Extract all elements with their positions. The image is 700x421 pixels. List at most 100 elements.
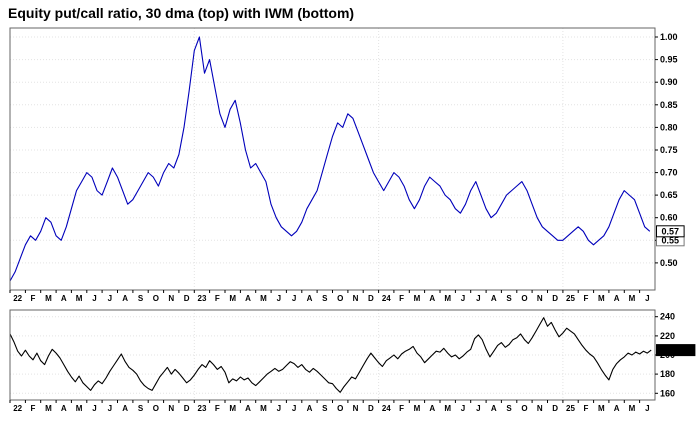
x-month-label: F: [399, 294, 404, 303]
x-month-label: M: [260, 294, 267, 303]
x-month-label: O: [337, 404, 343, 413]
y-tick-label: 180: [660, 369, 675, 379]
x-month-label: D: [184, 294, 190, 303]
putcall-chart-svg: 0.50 0.55 0.60 0.65 0.70 0.75 0.80 0.85 0.90 0.95…: [9, 27, 685, 303]
x-month-label: N: [353, 404, 359, 413]
x-month-label: N: [537, 294, 543, 303]
y-tick-label: 0.95: [660, 55, 678, 65]
x-month-label: D: [552, 404, 558, 413]
x-month-label: S: [138, 294, 144, 303]
x-month-label: M: [598, 294, 605, 303]
x-month-label: 23: [198, 404, 207, 413]
x-month-label: D: [368, 404, 374, 413]
x-axis: 22 F M A M J J A S O N D 23 F M A M J J A S O N D 24 F M A M J J A S O N D 2…: [9, 290, 650, 303]
x-month-label: A: [245, 294, 251, 303]
x-month-label: A: [61, 294, 67, 303]
x-month-label: O: [521, 294, 527, 303]
x-month-label: 22: [13, 404, 22, 413]
x-month-label: J: [92, 294, 96, 303]
iwm-chart: 16018020022024022FMAMJJASOND23FMAMJJASON…: [0, 308, 700, 420]
x-month-label: J: [277, 404, 281, 413]
x-month-label: M: [76, 404, 83, 413]
putcall-chart: 0.50 0.55 0.60 0.65 0.70 0.75 0.80 0.85 0.90 0.95…: [0, 24, 700, 308]
last-value-badge: 205.07: [656, 344, 696, 357]
x-month-label: J: [292, 294, 296, 303]
x-month-label: N: [353, 294, 359, 303]
x-month-label: S: [506, 294, 512, 303]
x-month-label: A: [614, 294, 620, 303]
gridlines: [10, 310, 655, 400]
x-month-label: S: [506, 404, 512, 413]
x-month-label: N: [537, 404, 543, 413]
iwm-line: [9, 317, 652, 393]
gridlines: [10, 28, 655, 290]
x-month-label: F: [583, 294, 588, 303]
x-month-label: 23: [198, 294, 207, 303]
x-month-label: J: [476, 294, 480, 303]
x-month-label: N: [168, 294, 174, 303]
y-tick-label: 0.80: [660, 122, 678, 132]
x-month-label: A: [61, 404, 67, 413]
x-month-label: J: [461, 404, 465, 413]
x-month-label: N: [168, 404, 174, 413]
x-month-label: J: [461, 294, 465, 303]
x-month-label: O: [337, 294, 343, 303]
x-month-label: J: [277, 294, 281, 303]
x-month-label: F: [31, 404, 36, 413]
x-month-label: M: [629, 294, 636, 303]
x-month-label: S: [322, 404, 328, 413]
last-value-text: 0.55: [662, 236, 680, 246]
x-month-label: J: [108, 294, 112, 303]
x-month-label: 25: [566, 294, 575, 303]
x-month-label: M: [414, 294, 421, 303]
x-month-label: J: [292, 404, 296, 413]
last-value-text: 0.57: [662, 227, 680, 237]
putcall-line: [9, 36, 651, 282]
x-month-label: M: [629, 404, 636, 413]
x-month-label: F: [215, 404, 220, 413]
x-month-label: D: [552, 294, 558, 303]
x-axis: 22 F M A M J J A S O N D 23 F M A M J J A S O N D 24 F M A M J J A S O N D 2…: [9, 400, 650, 413]
x-month-label: J: [645, 294, 649, 303]
y-tick-label: 160: [660, 388, 675, 398]
x-month-label: O: [153, 404, 159, 413]
x-month-label: D: [368, 294, 374, 303]
x-month-label: 24: [382, 404, 391, 413]
chart-title: Equity put/call ratio, 30 dma (top) with…: [8, 5, 355, 21]
x-month-label: A: [122, 294, 128, 303]
y-tick-label: 0.90: [660, 77, 678, 87]
x-month-label: J: [645, 404, 649, 413]
last-value-text: 205.07: [662, 345, 690, 355]
y-tick-label: 0.85: [660, 100, 678, 110]
x-month-label: M: [76, 294, 83, 303]
x-month-label: A: [245, 404, 251, 413]
x-month-label: A: [491, 294, 497, 303]
x-month-label: A: [307, 294, 313, 303]
x-month-label: M: [45, 294, 52, 303]
x-month-label: J: [92, 404, 96, 413]
x-month-label: S: [138, 404, 144, 413]
x-month-label: A: [491, 404, 497, 413]
x-month-label: M: [598, 404, 605, 413]
y-tick-label: 0.75: [660, 145, 678, 155]
x-month-label: F: [583, 404, 588, 413]
y-tick-label: 220: [660, 331, 675, 341]
x-month-label: 22: [13, 294, 22, 303]
x-month-label: A: [307, 404, 313, 413]
x-month-label: A: [122, 404, 128, 413]
x-month-label: F: [215, 294, 220, 303]
x-month-label: M: [260, 404, 267, 413]
y-tick-label: 240: [660, 312, 675, 322]
x-month-label: J: [476, 404, 480, 413]
x-month-label: D: [184, 404, 190, 413]
x-month-label: S: [322, 294, 328, 303]
y-tick-label: 0.65: [660, 190, 678, 200]
x-month-label: M: [414, 404, 421, 413]
x-month-label: A: [429, 294, 435, 303]
x-month-label: M: [444, 404, 451, 413]
iwm-chart-svg: 16018020022024022FMAMJJASOND23FMAMJJASON…: [9, 309, 696, 413]
x-month-label: O: [153, 294, 159, 303]
x-month-label: 24: [382, 294, 391, 303]
x-month-label: M: [444, 294, 451, 303]
y-tick-label: 0.50: [660, 258, 678, 268]
